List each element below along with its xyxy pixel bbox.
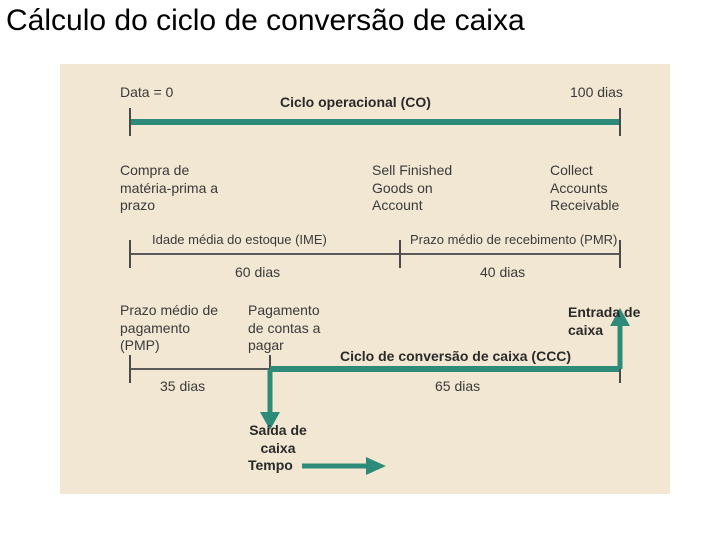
label-pmp: Prazo médio de pagamento (PMP) (120, 302, 220, 355)
label-ime-days: 60 dias (235, 264, 280, 282)
label-saida: Saída de caixa (238, 422, 318, 457)
label-pmp-days: 35 dias (160, 378, 205, 396)
label-pmr: Prazo médio de recebimento (PMR) (410, 232, 617, 248)
label-co: Ciclo operacional (CO) (280, 94, 431, 112)
ccc-diagram: Data = 0 Ciclo operacional (CO) 100 dias… (60, 64, 670, 494)
label-collect: Collect Accounts Receivable (550, 162, 650, 215)
label-tempo: Tempo (248, 457, 293, 475)
label-ccc-days: 65 dias (435, 378, 480, 396)
page-title: Cálculo do ciclo de conversão de caixa (0, 0, 720, 42)
label-entrada: Entrada de caixa (568, 304, 648, 339)
label-pmr-days: 40 dias (480, 264, 525, 282)
label-ccc: Ciclo de conversão de caixa (CCC) (340, 348, 571, 366)
label-compra: Compra de matéria-prima a prazo (120, 162, 230, 215)
label-sell: Sell Finished Goods on Account (372, 162, 472, 215)
label-data-zero: Data = 0 (120, 84, 173, 102)
diagram-svg (60, 64, 670, 494)
tempo-arrow-head (366, 457, 386, 475)
label-days-full: 100 dias (570, 84, 623, 102)
label-ime: Idade média do estoque (IME) (152, 232, 327, 248)
label-pag-contas: Pagamento de contas a pagar (248, 302, 338, 355)
